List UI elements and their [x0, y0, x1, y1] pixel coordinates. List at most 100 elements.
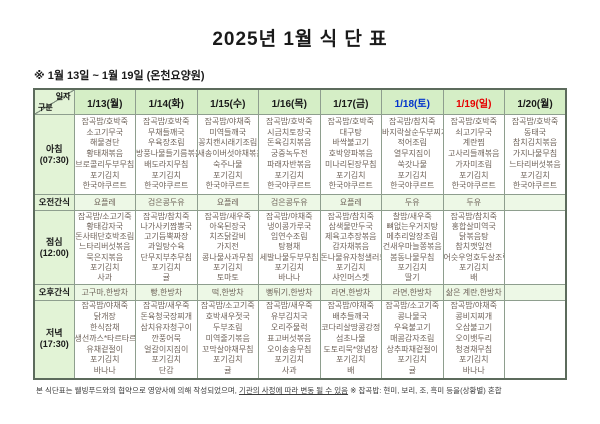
footer-note: 본 식단표는 웰빙푸드와의 협약으로 영양사에 의해 작성되었으며, 기관의 사…	[36, 385, 600, 396]
menu-item: 포기김치	[274, 262, 304, 272]
date-header-5: 1/17(금)	[319, 88, 382, 115]
dinner-cell-2: 잡곡밥/새우죽 돈육청국장찌개 삼치유자청구이 깐풍어묵 얼갈이지짐이 포기김치 단감	[135, 300, 198, 379]
menu-item: 소고기무국	[86, 127, 124, 137]
am_snack-cell-4: 검은콩두유	[258, 194, 321, 211]
menu-item: 콩나물사과무침	[201, 252, 254, 262]
menu-item: 바지락살순두부찌개	[382, 127, 443, 137]
date-header-1: 1/13(월)	[73, 88, 136, 115]
menu-item: 메추리알장조림	[386, 232, 439, 242]
menu-item: 포기김치	[397, 355, 427, 365]
menu-item: 미나리된장무침	[324, 159, 377, 169]
menu-item: 고사리들깨볶음	[447, 149, 500, 159]
menu-item: 꼬막살야채무침	[201, 344, 254, 354]
menu-item: 포기김치	[90, 355, 120, 365]
menu-item: 토마토	[216, 273, 239, 282]
menu-item: 임연수조림	[270, 232, 308, 242]
menu-item: 세발나물두부무침	[259, 252, 319, 262]
menu-item: 표고버섯볶음	[267, 333, 312, 343]
menu-item: 배	[470, 273, 478, 282]
menu-item: 아욱된장국	[209, 221, 247, 231]
menu-item: 쑥갓나물	[397, 159, 427, 169]
row-label-pm_snack: 오후간식	[33, 284, 75, 301]
menu-item: 잡곡밥/참치죽	[450, 211, 497, 221]
menu-item: 참치김치볶음	[512, 138, 558, 148]
pm_snack-cell-2: 빵,한방차	[135, 284, 198, 301]
menu-item: 단무지부추무침	[140, 252, 193, 262]
menu-item: 한국야쿠르트	[451, 181, 496, 191]
am_snack-cell-1: 요플레	[73, 194, 136, 211]
menu-item: 오삼불고기	[455, 323, 493, 333]
menu-item: 포기김치	[336, 355, 366, 365]
menu-item: 시금치토장국	[267, 127, 312, 137]
menu-item: 포기김치	[90, 262, 120, 272]
menu-item: 귤	[224, 366, 232, 376]
menu-item: 호박양파볶음	[328, 149, 373, 159]
page-title: 2025년 1월 식 단 표	[212, 29, 388, 50]
menu-item: 쇠고기무국	[455, 127, 493, 137]
menu-item: 잡곡밥/참치죽	[327, 211, 374, 221]
dinner-cell-8	[504, 300, 567, 379]
menu-item: 잡곡밥/참치죽	[143, 211, 190, 221]
menu-item: 잡곡밥/소고기죽	[200, 301, 255, 311]
menu-item: 잡곡밥/새우죽	[204, 211, 251, 221]
menu-item: 깐풍어묵	[151, 333, 181, 343]
menu-item: 삼색물만두국	[328, 221, 373, 231]
menu-item: 잡곡밥/야채죽	[81, 301, 128, 311]
date-header-4: 1/16(목)	[258, 88, 321, 115]
pm_snack-cell-5: 라면,한방차	[319, 284, 382, 301]
am_snack-cell-3: 요플레	[196, 194, 259, 211]
menu-item: 과일탕수육	[147, 242, 185, 252]
row-am_snack: 오전간식 요플레 검은콩두유 요플레 검은콩두유 요플레 두유 두유	[33, 194, 567, 211]
menu-item: 잡곡밥/호박죽	[511, 116, 559, 126]
date-header-6: 1/18(토)	[381, 88, 444, 115]
row-breakfast: 아침 (07:30) 잡곡밥/호박죽 소고기무국 해물경단 황태채볶음 브로콜리두부무침 포기…	[33, 114, 567, 195]
menu-item: 돈육김치볶음	[267, 138, 312, 148]
menu-item: 도토리묵*양념장	[323, 344, 379, 354]
menu-item: 홍합살미역국	[451, 221, 496, 231]
menu-item: 한국야쿠르트	[144, 181, 189, 191]
menu-item: 콩비지찌개	[455, 312, 493, 322]
footer-text-underlined: 기관의 사정에 따라 변동 될 수 있음	[238, 385, 349, 395]
menu-item: 한국야쿠르트	[205, 181, 250, 191]
menu-item: 포기김치	[151, 170, 181, 180]
menu-item: 오리주물럭	[270, 323, 308, 333]
menu-item: 잡곡밥/소고기죽	[77, 211, 132, 221]
menu-item: 잡곡밥/야채죽	[266, 211, 313, 221]
menu-item: 제육고추장볶음	[324, 232, 377, 242]
menu-item: 바나나	[93, 366, 116, 376]
date-header-3: 1/15(수)	[196, 88, 259, 115]
menu-item: 귤	[162, 273, 170, 282]
menu-item: 닭볶음탕	[459, 232, 489, 242]
menu-item: 포기김치	[336, 262, 366, 272]
menu-item: 유부김치국	[270, 312, 308, 322]
date-header-2: 1/14(화)	[135, 88, 198, 115]
dinner-cell-6: 잡곡밥/소고기죽 콩나물국 우육불고기 매콤감자조림 상추파채겉절이 포기김치 귤	[381, 300, 444, 379]
corner-cell: 일자 구분	[33, 88, 75, 115]
menu-item: 포기김치	[397, 262, 427, 272]
date-header-8: 1/20(월)	[504, 88, 567, 115]
menu-item: 브로콜리두부무침	[75, 159, 135, 169]
date-range-subtitle: ※ 1월 13일 ~ 1월 19일 (온천요양원)	[34, 70, 205, 82]
table-header-row: 일자 구분 1/13(월) 1/14(화) 1/15(수) 1/16(목) 1/17(금…	[33, 88, 567, 115]
menu-item: 느타리버섯볶음	[78, 242, 131, 252]
menu-item: 배	[347, 366, 355, 376]
menu-item: 포기김치	[213, 170, 243, 180]
menu-item: 가지나물무침	[512, 149, 558, 159]
pm_snack-cell-8	[504, 284, 567, 301]
menu-item: 새송이버섯야채볶음	[197, 149, 259, 159]
menu-item: 딸기	[404, 273, 420, 282]
lunch-cell-2: 잡곡밥/참치죽 나가사키짬뽕국 고기듬뿍짜장 과일탕수육 단무지부추무침 포기김치 귤	[135, 210, 198, 285]
pm_snack-cell-7: 삶은 계란,한방차	[442, 284, 505, 301]
menu-item: 적어조림	[397, 138, 427, 148]
pm_snack-cell-6: 라면,한방차	[381, 284, 444, 301]
menu-item: 돈나물유자청샐러드	[320, 252, 382, 262]
breakfast-cell-7: 잡곡밥/호박죽 쇠고기무국 계란찜 고사리들깨볶음 가자미조림 포기김치 한국야쿠르트	[442, 114, 505, 195]
menu-item: 배추들깨국	[332, 312, 370, 322]
breakfast-cell-3: 잡곡밥/야채죽 미역들깨국 꽁치캔시래기조림 새송이버섯야채볶음 숙주나물 포기김치 한국야…	[196, 114, 259, 195]
menu-item: 오이뱃두리	[455, 333, 493, 343]
menu-item: 대구탕	[339, 127, 362, 137]
row-label-am_snack: 오전간식	[33, 194, 75, 211]
date-header-7: 1/19(일)	[442, 88, 505, 115]
row-label-lunch: 점심 (12:00)	[33, 210, 75, 285]
